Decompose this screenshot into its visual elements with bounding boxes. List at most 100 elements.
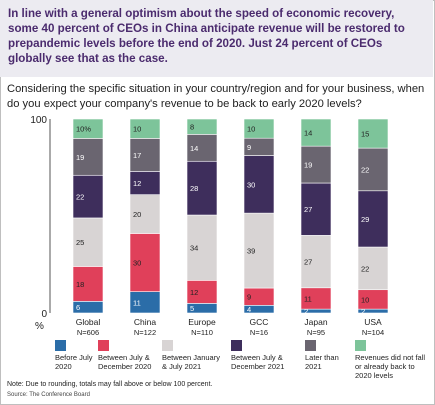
y-tick-label: 100: [30, 115, 47, 126]
bar-segment-japan-3: [300, 235, 332, 289]
legend-item-6: Revenues did not fall or already back to…: [355, 340, 430, 380]
legend-label: Later than 2021: [305, 353, 339, 371]
footnote: Note: Due to rounding, totals may fall a…: [7, 381, 213, 388]
headline-box: In line with a general optimism about th…: [0, 0, 433, 77]
chart-question: Considering the specific situation in yo…: [7, 83, 425, 110]
bar-segment-europe-5: [186, 134, 218, 162]
data-label: 11: [304, 294, 312, 303]
bar-segment-china-6: [129, 118, 161, 139]
legend-label: Between July & December 2021: [231, 353, 285, 371]
data-label: 9: [247, 293, 251, 302]
category-n-label: N=95: [307, 328, 325, 337]
data-label: 11: [133, 298, 141, 307]
data-label: 19: [76, 153, 84, 162]
legend-label: Between January & July 2021: [162, 353, 220, 371]
data-label: 34: [190, 244, 198, 253]
y-axis: 100 0%: [30, 115, 51, 332]
category-label: Japan: [304, 317, 327, 327]
legend-swatch: [355, 340, 366, 351]
category-n-label: N=104: [362, 328, 384, 337]
data-label: 18: [76, 280, 84, 289]
data-label: 30: [133, 259, 141, 268]
category-n-label: N=16: [250, 328, 268, 337]
data-label: 27: [304, 258, 312, 267]
data-label: 10: [247, 125, 255, 134]
data-label: 5: [190, 304, 194, 313]
data-label: 12: [133, 179, 141, 188]
category-label: USA: [364, 317, 382, 327]
bar-stack-global: 6 18 25 22 19 10%: [72, 118, 104, 314]
legend-swatch: [305, 340, 316, 351]
legend-label: Before July 2020: [55, 353, 93, 371]
data-label: 10%: [76, 125, 91, 134]
data-label: 28: [190, 184, 198, 193]
data-label: 27: [304, 205, 312, 214]
bar-segment-china-2: [129, 233, 161, 292]
bar-segment-usa-5: [357, 147, 389, 192]
data-label: 15: [361, 130, 369, 139]
bar-segment-global-3: [72, 217, 104, 267]
bar-group: 61825221910%1130201217105123428148493930…: [72, 118, 389, 316]
source-note: Source: The Conference Board: [7, 392, 90, 398]
category-label: GCC: [250, 317, 269, 327]
data-label: 9: [247, 143, 251, 152]
category-label: Global: [76, 317, 101, 327]
data-label: 4: [247, 305, 251, 314]
legend-swatch: [55, 340, 66, 351]
data-label: 14: [304, 129, 312, 138]
legend-label: Revenues did not fall or already back to…: [355, 353, 426, 380]
bar-segment-global-2: [72, 266, 104, 302]
category-label: China: [134, 317, 156, 327]
bar-stack-japan: 2 11 27 27 19 14: [300, 118, 332, 316]
bar-segment-europe-3: [186, 214, 218, 281]
bar-stack-usa: 2 10 22 29 22 15: [357, 118, 389, 316]
bar-segment-gcc-4: [243, 155, 275, 214]
data-label: 39: [247, 247, 255, 256]
data-label: 6: [76, 303, 80, 312]
legend-swatch: [231, 340, 242, 351]
data-label: 17: [133, 151, 141, 160]
y-unit-label: %: [35, 321, 44, 332]
bar-segment-usa-6: [357, 118, 389, 149]
bar-segment-usa-3: [357, 246, 389, 291]
bar-segment-europe-6: [186, 118, 218, 135]
legend-item-5: Later than 2021: [305, 340, 351, 371]
category-n-label: N=122: [134, 328, 156, 337]
y-tick-label: 0: [41, 309, 47, 320]
data-label: 25: [76, 238, 84, 247]
data-label: 20: [133, 210, 141, 219]
data-label: 8: [190, 123, 194, 132]
data-label: 19: [304, 161, 312, 170]
category-label: Europe: [188, 317, 216, 327]
data-label: 12: [190, 288, 198, 297]
bar-segment-gcc-6: [243, 118, 275, 139]
bar-segment-global-5: [72, 138, 104, 176]
category-n-label: N=606: [77, 328, 99, 337]
bar-stack-gcc: 4 9 39 30 9 10: [243, 118, 275, 314]
legend-item-3: Between January & July 2021: [162, 340, 226, 371]
bar-segment-europe-4: [186, 160, 218, 216]
category-n-label: N=110: [191, 328, 213, 337]
legend-swatch: [162, 340, 173, 351]
legend-item-2: Between July & December 2020: [98, 340, 158, 371]
legend: Before July 2020 Between July & December …: [55, 340, 430, 382]
legend-swatch: [98, 340, 109, 351]
data-label: 2: [304, 307, 308, 316]
legend-label: Between July & December 2020: [98, 353, 152, 371]
data-label: 22: [76, 193, 84, 202]
data-label: 22: [361, 165, 369, 174]
bar-segment-japan-5: [300, 145, 332, 184]
bar-stack-europe: 5 12 34 28 14 8: [186, 118, 218, 314]
data-label: 29: [361, 215, 369, 224]
bar-segment-gcc-3: [243, 212, 275, 289]
bar-segment-global-6: [72, 118, 104, 139]
data-label: 2: [361, 307, 365, 316]
data-label: 10: [133, 125, 141, 134]
bar-stack-china: 11 30 20 12 17 10: [129, 118, 161, 314]
bar-segment-japan-4: [300, 182, 332, 236]
bar-segment-japan-6: [300, 118, 332, 147]
data-label: 10: [361, 295, 369, 304]
data-label: 22: [361, 264, 369, 273]
